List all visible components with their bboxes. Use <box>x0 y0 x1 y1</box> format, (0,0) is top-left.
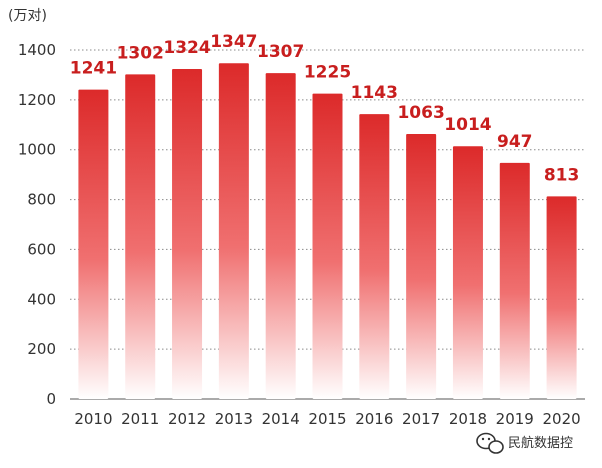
x-axis-ticks: 2010 2011 2012 2013 2014 2015 2016 2017 2018 2019… <box>74 410 580 428</box>
data-label: 813 <box>544 165 580 185</box>
data-label: 1063 <box>397 103 444 123</box>
data-label: 1143 <box>351 83 398 103</box>
data-label: 947 <box>497 132 533 152</box>
bar <box>218 63 249 399</box>
data-label: 1307 <box>257 42 304 62</box>
x-tick-label: 2017 <box>402 410 440 428</box>
y-tick-label: 1400 <box>18 41 56 59</box>
watermark-text: 民航数据控 <box>508 435 573 451</box>
y-tick-label: 400 <box>27 290 56 308</box>
data-label: 1014 <box>444 115 491 135</box>
bar <box>312 93 343 399</box>
x-tick-label: 2018 <box>449 410 487 428</box>
bar <box>359 114 390 399</box>
bar <box>265 73 296 400</box>
y-axis-ticks: 0 200 400 600 800 1000 1200 1400 <box>18 41 56 408</box>
bar <box>499 162 530 399</box>
x-tick-label: 2010 <box>74 410 112 428</box>
data-label: 1302 <box>117 43 164 63</box>
data-label: 1225 <box>304 63 351 83</box>
y-tick-label: 600 <box>27 240 56 258</box>
bars <box>78 63 577 400</box>
data-label: 1241 <box>70 59 117 79</box>
data-label: 1324 <box>163 38 210 58</box>
x-tick-label: 2014 <box>262 410 300 428</box>
y-tick-label: 800 <box>27 191 56 209</box>
x-tick-label: 2012 <box>168 410 206 428</box>
bar <box>125 74 156 400</box>
y-tick-label: 1000 <box>18 141 56 159</box>
bar <box>452 146 483 399</box>
bar <box>546 196 577 399</box>
x-tick-label: 2011 <box>121 410 159 428</box>
y-tick-label: 0 <box>46 390 56 408</box>
bar <box>172 68 203 400</box>
x-tick-label: 2020 <box>542 410 580 428</box>
y-tick-label: 1200 <box>18 91 56 109</box>
watermark: 民航数据控 <box>476 432 573 454</box>
bar <box>406 134 437 400</box>
data-label: 1347 <box>210 32 257 52</box>
x-tick-label: 2016 <box>355 410 393 428</box>
y-unit-label: (万对) <box>8 8 47 24</box>
y-tick-label: 200 <box>27 340 56 358</box>
x-tick-label: 2019 <box>496 410 534 428</box>
bar <box>78 89 109 400</box>
wechat-icon <box>476 432 504 454</box>
x-tick-label: 2015 <box>308 410 346 428</box>
x-tick-label: 2013 <box>215 410 253 428</box>
